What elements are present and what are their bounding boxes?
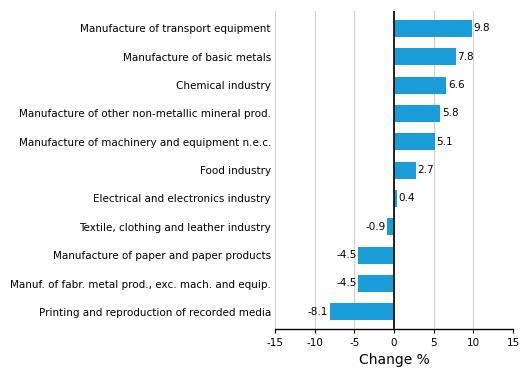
Text: 2.7: 2.7 [417, 165, 434, 175]
Text: 5.1: 5.1 [436, 137, 453, 147]
Text: -4.5: -4.5 [336, 250, 357, 260]
Text: -4.5: -4.5 [336, 279, 357, 288]
Bar [394, 133, 435, 150]
Bar [394, 162, 416, 179]
Text: -0.9: -0.9 [365, 222, 385, 232]
Bar [394, 48, 456, 65]
Bar [330, 303, 394, 320]
X-axis label: Change %: Change % [359, 353, 430, 367]
Bar [359, 247, 394, 264]
Bar [394, 190, 397, 207]
Text: 0.4: 0.4 [399, 194, 415, 203]
Text: -8.1: -8.1 [308, 307, 328, 317]
Text: 6.6: 6.6 [448, 80, 464, 90]
Bar [359, 275, 394, 292]
Text: 5.8: 5.8 [442, 108, 458, 118]
Text: 7.8: 7.8 [458, 52, 474, 62]
Bar [394, 20, 472, 37]
Text: 9.8: 9.8 [473, 23, 490, 33]
Bar [394, 77, 446, 94]
Bar [394, 105, 440, 122]
Bar [387, 218, 394, 235]
